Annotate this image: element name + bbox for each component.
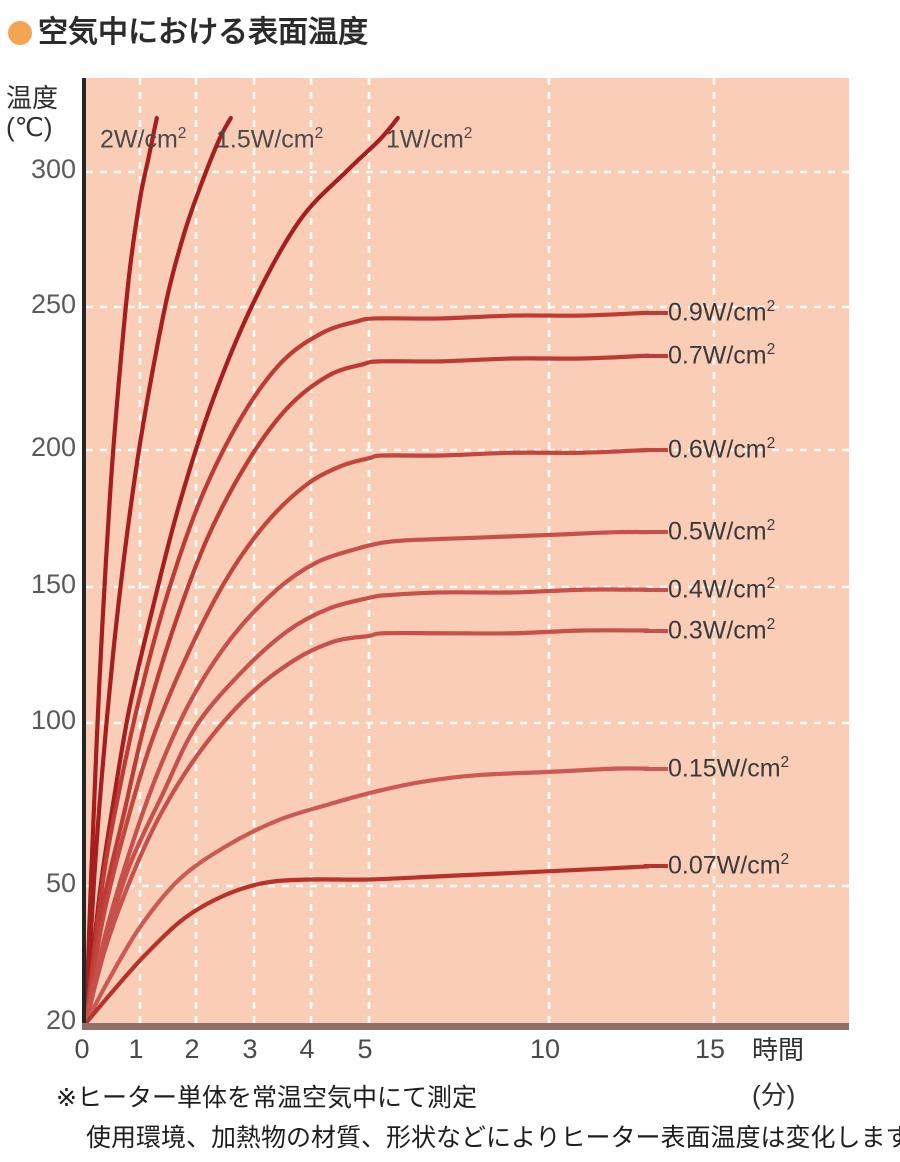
series-label-text: 0.15W/cm [668,753,781,782]
gridlines [86,78,849,1023]
series-line [86,115,233,1023]
series-leader-line [644,353,668,358]
series-line [86,115,159,1023]
series-label-0-4w-cm2: 0.4W/cm2 [668,574,776,604]
series-label-text: 0.6W/cm [668,435,767,464]
chart-title-row: 空気中における表面温度 [8,18,368,48]
unit-superscript: 2 [766,615,776,633]
series-line [86,310,651,1023]
unit-superscript: 2 [766,340,776,358]
footnote-line-1: ※ヒーター単体を常温空気中にて測定 [56,1084,477,1112]
y-axis-unit: (℃) [6,112,53,142]
series-label-0-7w-cm2: 0.7W/cm2 [668,340,776,369]
series-leader-line [644,530,668,535]
x-axis-unit: (分) [752,1080,796,1110]
y-tick-label: 20 [45,1005,76,1035]
x-tick-label: 2 [184,1034,200,1064]
x-tick-label: 0 [74,1034,90,1064]
unit-superscript: 2 [314,125,324,142]
series-label-0-15w-cm2: 0.15W/cm2 [668,753,790,782]
unit-superscript: 2 [177,125,187,142]
series-line [86,115,400,1023]
unit-superscript: 2 [780,753,790,771]
y-tick-label: 300 [30,154,76,184]
y-tick-label: 150 [30,569,76,599]
series-annotation-text: 1W/cm [386,125,464,154]
bullet-icon [8,21,32,45]
x-axis-line [82,1023,849,1030]
series-annotation-text: 2W/cm [100,125,178,154]
x-tick-label: 10 [529,1034,561,1064]
series-label-text: 0.4W/cm [668,575,767,604]
series-annotation-2: 1.5W/cm2 [216,126,323,152]
series-line [86,447,651,1023]
y-axis-caption: 温度 [6,83,59,113]
x-tick-label: 3 [242,1034,258,1064]
series-line [86,628,651,1023]
x-tick-label: 15 [694,1034,726,1064]
series-line [86,529,651,1023]
series-leader-line [644,587,668,592]
x-axis-caption: 時間 [752,1035,805,1065]
series-annotation-1: 2W/cm2 [100,126,186,152]
series-annotation-3: 1W/cm2 [386,126,472,152]
series-line [86,353,651,1023]
y-tick-label: 200 [30,432,76,462]
y-axis-tick-labels: 300 250 200 150 100 50 20 [0,0,76,1162]
series-leader-line [644,310,668,315]
y-tick-label: 50 [45,868,76,898]
series-label-text: 0.5W/cm [668,517,767,546]
y-tick-label: 100 [30,705,76,735]
unit-superscript: 2 [766,574,776,592]
series-label-0-5w-cm2: 0.5W/cm2 [668,518,775,544]
unit-superscript: 2 [766,297,776,315]
series-curves [86,115,651,1023]
series-annotation-text: 1.5W/cm [216,125,315,154]
unit-superscript: 2 [780,851,790,869]
series-line [86,587,651,1023]
y-tick-label: 250 [30,289,76,319]
series-label-text: 0.07W/cm [668,851,781,880]
plot-area [82,78,849,1023]
unit-superscript: 2 [766,435,776,452]
x-tick-label: 1 [128,1034,144,1064]
footnote-line-2: 使用環境、加熱物の材質、形状などによりヒーター表面温度は変化します。 [86,1124,900,1152]
series-label-text: 0.7W/cm [668,340,767,369]
unit-superscript: 2 [766,517,776,535]
series-label-0-6w-cm2: 0.6W/cm2 [668,436,775,462]
series-label-0-3w-cm2: 0.3W/cm2 [668,615,776,644]
series-label-0-07w-cm2: 0.07W/cm2 [668,852,789,878]
x-tick-label: 4 [299,1034,315,1064]
series-leader-line [644,766,668,771]
series-label-0-9w-cm2: 0.9W/cm2 [668,297,776,327]
series-leader-line [644,628,668,633]
chart-canvas [86,78,849,1023]
x-tick-label: 5 [357,1034,373,1064]
series-leader-line [644,864,668,869]
x-axis-tick-labels: 0 1 2 3 4 5 10 15 [0,1034,900,1074]
series-label-text: 0.3W/cm [668,615,767,644]
page-title: 空気中における表面温度 [38,16,368,49]
series-line [86,864,651,1023]
unit-superscript: 2 [463,125,473,142]
series-leader-line [644,448,668,452]
series-line [86,766,651,1023]
series-label-text: 0.9W/cm [668,298,767,327]
